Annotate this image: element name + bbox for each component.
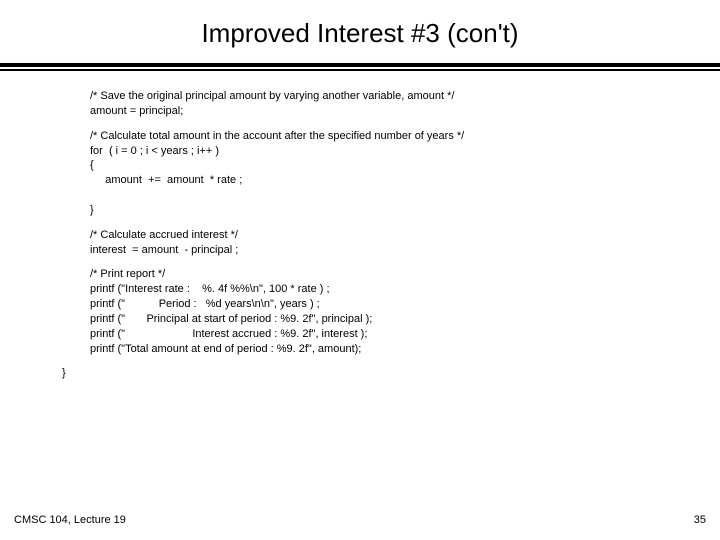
code-block-3: /* Calculate accrued interest */ interes… [90,228,680,258]
slide-title: Improved Interest #3 (con't) [0,0,720,59]
code-block-2: /* Calculate total amount in the account… [90,129,680,218]
closing-brace: } [0,367,720,379]
footer-left: CMSC 104, Lecture 19 [14,514,126,526]
code-block-4: /* Print report */ printf ("Interest rat… [90,267,680,356]
title-divider [0,63,720,71]
footer-right-page-number: 35 [694,514,706,526]
code-content: /* Save the original principal amount by… [0,71,720,357]
code-block-1: /* Save the original principal amount by… [90,89,680,119]
